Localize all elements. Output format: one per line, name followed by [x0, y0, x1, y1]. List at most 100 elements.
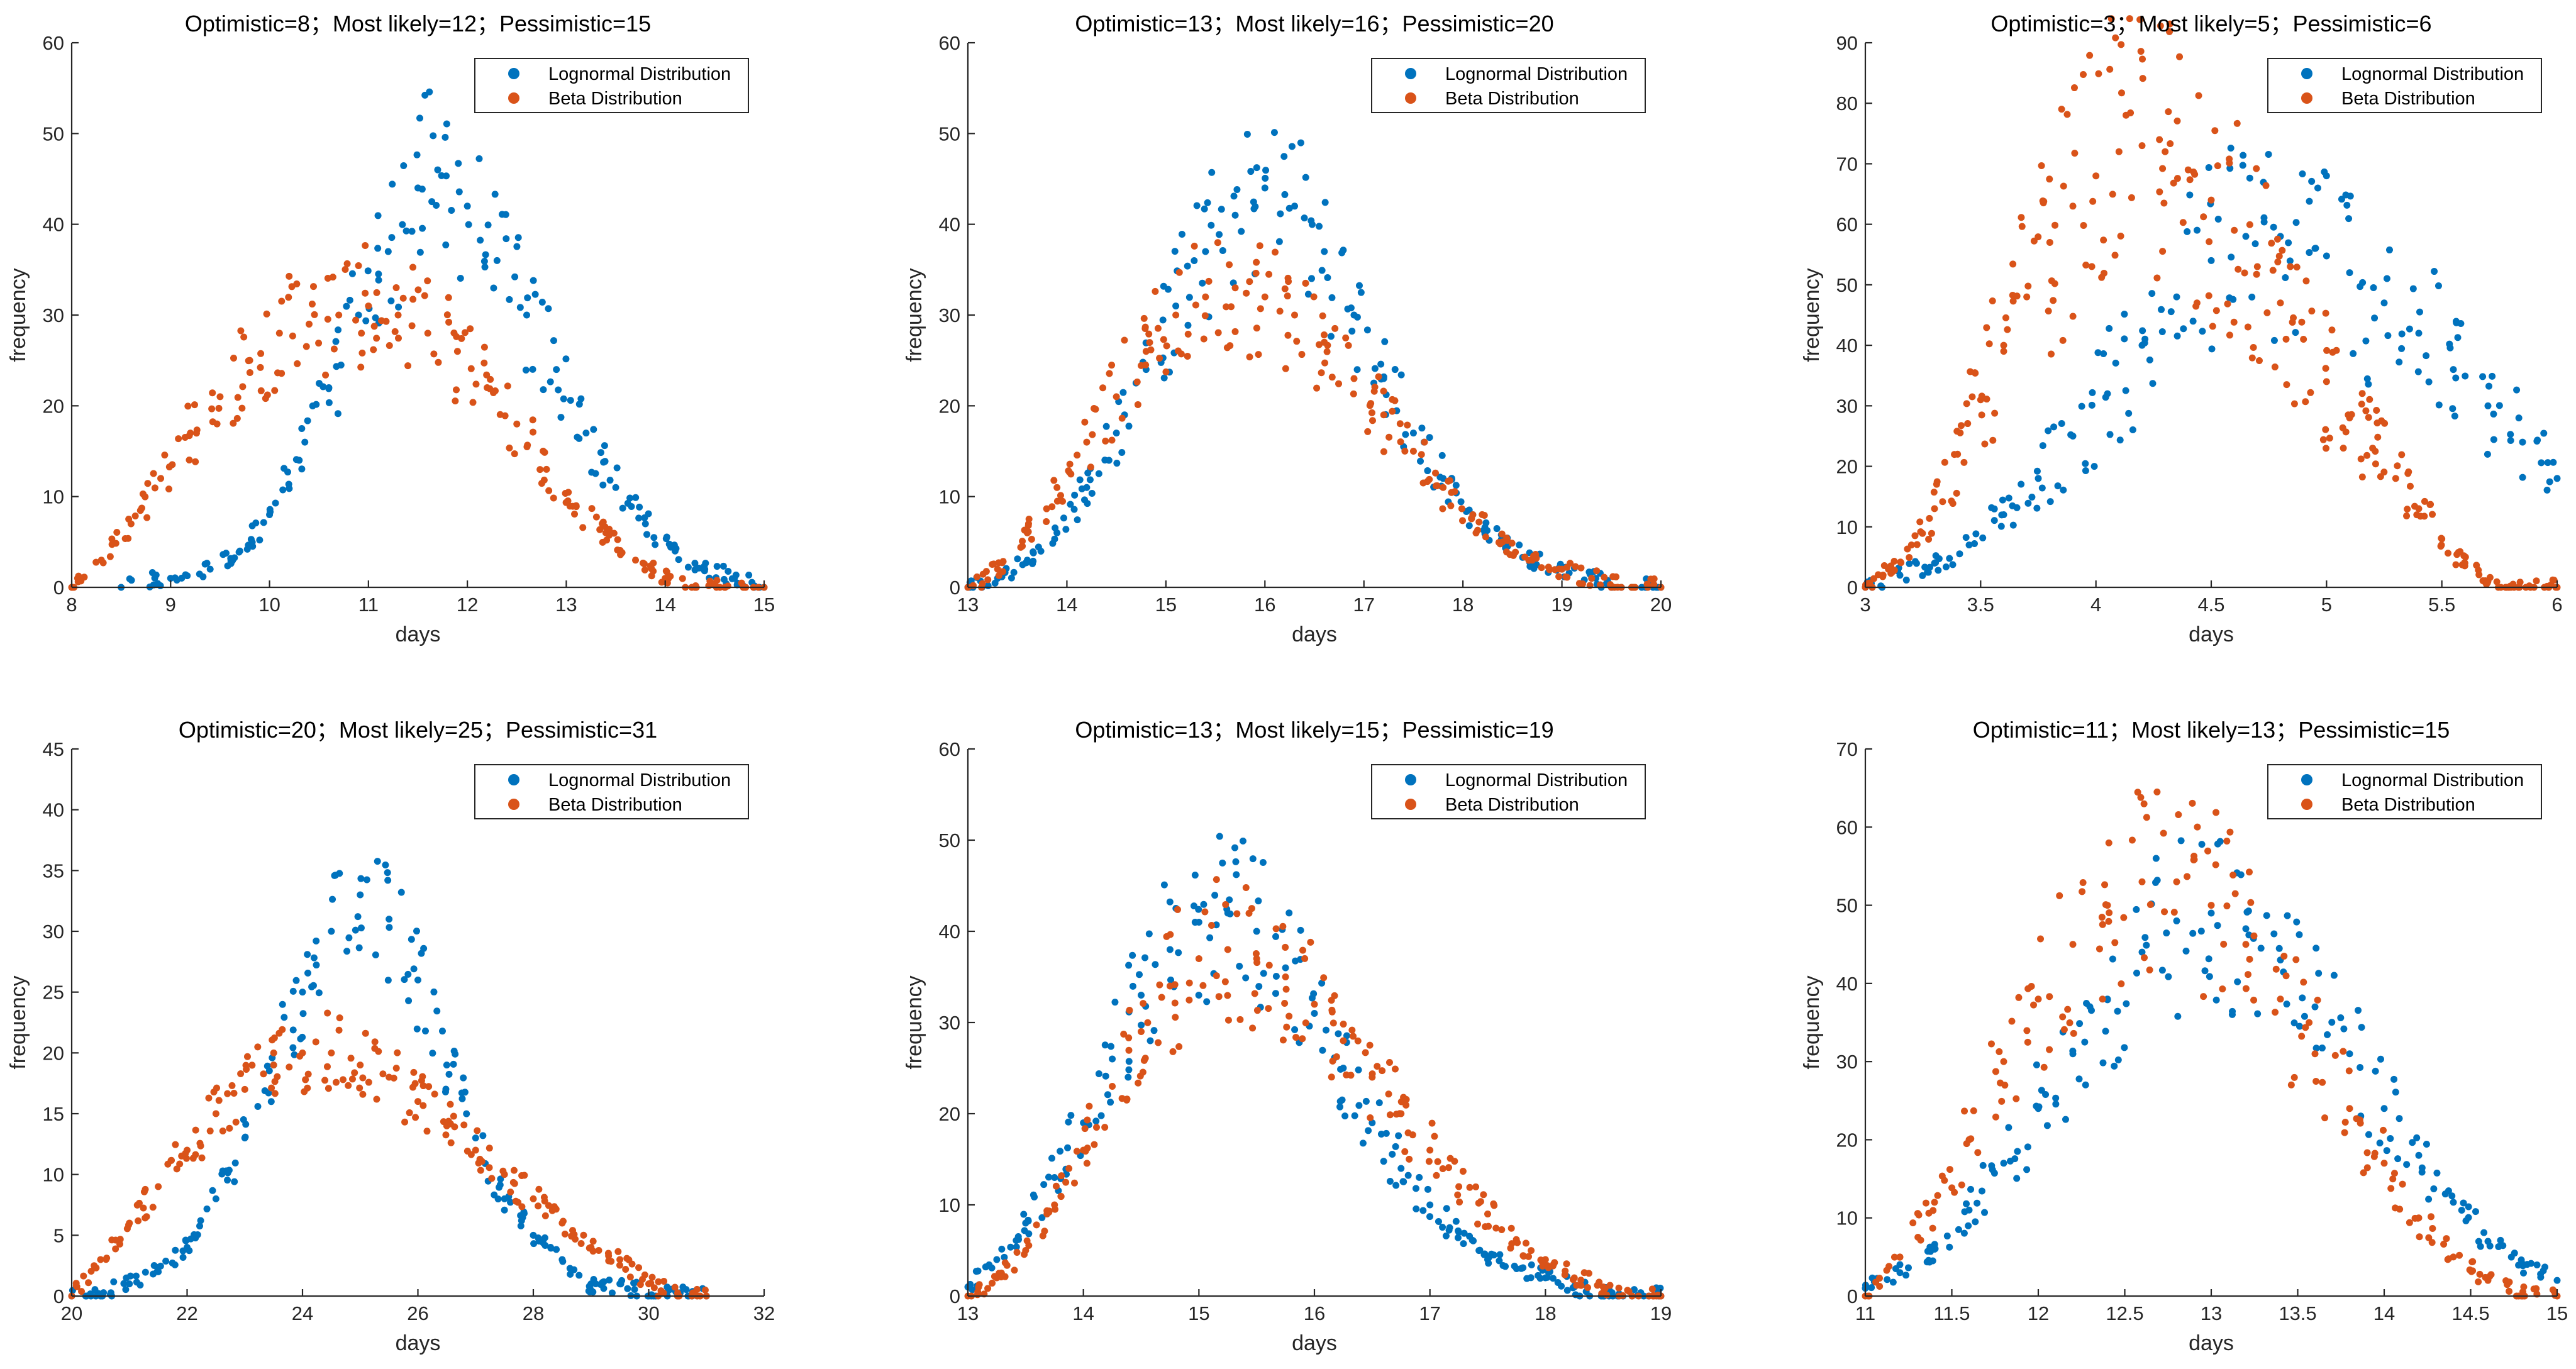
data-point — [1364, 428, 1372, 435]
x-tick-label: 10 — [258, 594, 280, 616]
data-point — [438, 1028, 446, 1035]
data-point — [2540, 1267, 2547, 1275]
data-point — [1156, 981, 1163, 989]
data-point — [128, 577, 135, 584]
data-point — [1139, 1068, 1146, 1076]
data-point — [1971, 540, 1979, 548]
data-point — [612, 484, 619, 491]
data-point — [1031, 1193, 1038, 1200]
data-point — [1141, 954, 1149, 962]
data-point — [333, 363, 340, 370]
data-point — [384, 977, 392, 984]
data-point — [1554, 1278, 1562, 1286]
data-point — [1121, 336, 1128, 344]
data-point — [575, 1272, 583, 1279]
data-point — [1348, 1026, 1356, 1034]
data-point — [2069, 202, 2077, 210]
data-point — [1135, 1079, 1142, 1087]
data-point — [445, 318, 453, 326]
data-point — [1200, 335, 1208, 343]
data-point — [2094, 349, 2102, 357]
data-point — [1146, 1037, 1154, 1045]
data-point — [2023, 1166, 2031, 1173]
data-point — [626, 494, 634, 502]
data-point — [984, 1285, 992, 1292]
data-point — [2363, 452, 2371, 459]
data-point — [2079, 879, 2087, 887]
data-point — [1282, 964, 1289, 972]
x-axis-title: days — [1292, 623, 1337, 646]
data-point — [1389, 1151, 1396, 1158]
data-point — [2263, 912, 2270, 919]
data-point — [2456, 1251, 2463, 1259]
data-point — [1648, 1285, 1656, 1293]
data-point — [1350, 390, 1357, 397]
data-point — [2387, 1135, 2394, 1143]
data-point — [1174, 906, 1181, 913]
data-point — [1048, 1155, 1056, 1162]
data-point — [2152, 855, 2160, 862]
data-point — [1998, 1097, 2006, 1105]
data-point — [2096, 945, 2103, 953]
data-point — [1963, 400, 1970, 407]
data-point — [1368, 417, 1376, 424]
data-point — [1455, 1183, 1463, 1190]
data-point — [1902, 576, 1910, 584]
data-point — [2358, 390, 2366, 397]
data-point — [2416, 1233, 2423, 1241]
data-point — [2438, 535, 2445, 542]
data-point — [1367, 400, 1375, 407]
data-point — [1439, 1224, 1446, 1231]
x-tick-label: 16 — [1254, 594, 1275, 616]
data-point — [2443, 1235, 2450, 1243]
data-point — [529, 416, 536, 424]
data-point — [365, 302, 372, 310]
data-point — [2060, 486, 2067, 494]
data-point — [1109, 1055, 1116, 1063]
data-point — [2306, 1019, 2313, 1026]
data-point — [106, 553, 114, 560]
x-tick-label: 6 — [2551, 594, 2562, 616]
data-point — [1152, 287, 1159, 295]
data-point — [235, 548, 243, 556]
data-point — [1425, 1158, 1433, 1165]
data-point — [582, 430, 590, 437]
data-point — [1291, 1026, 1299, 1033]
data-point — [2205, 955, 2212, 963]
data-point — [1468, 514, 1475, 522]
data-point — [442, 241, 450, 248]
data-point — [107, 1289, 114, 1297]
data-point — [1896, 1253, 1904, 1261]
data-point — [2028, 494, 2036, 501]
data-point — [1498, 1226, 1506, 1234]
data-point — [1074, 452, 1081, 459]
data-point — [1298, 351, 1306, 358]
data-point — [364, 267, 372, 275]
x-tick-label: 11.5 — [1933, 1302, 1970, 1324]
data-point — [2373, 419, 2381, 427]
data-point — [1353, 366, 1361, 374]
data-point — [2059, 336, 2067, 344]
data-point — [1983, 396, 1990, 403]
data-point — [375, 276, 382, 284]
data-point — [1083, 1160, 1091, 1167]
data-point — [237, 1070, 245, 1077]
data-point — [425, 1083, 433, 1090]
data-point — [1265, 270, 1273, 278]
data-point — [335, 326, 342, 334]
data-point — [1906, 560, 1913, 567]
data-point — [982, 568, 990, 575]
data-point — [242, 1121, 250, 1128]
y-tick-label: 20 — [43, 1042, 64, 1064]
data-point — [103, 1256, 110, 1263]
data-point — [292, 977, 300, 984]
data-point — [2089, 197, 2097, 205]
data-point — [1282, 985, 1290, 993]
data-point — [2030, 1001, 2038, 1009]
data-point — [1562, 573, 1570, 580]
data-point — [324, 316, 331, 323]
data-point — [2371, 314, 2379, 322]
data-point — [2115, 148, 2123, 155]
data-point — [1608, 1289, 1616, 1297]
